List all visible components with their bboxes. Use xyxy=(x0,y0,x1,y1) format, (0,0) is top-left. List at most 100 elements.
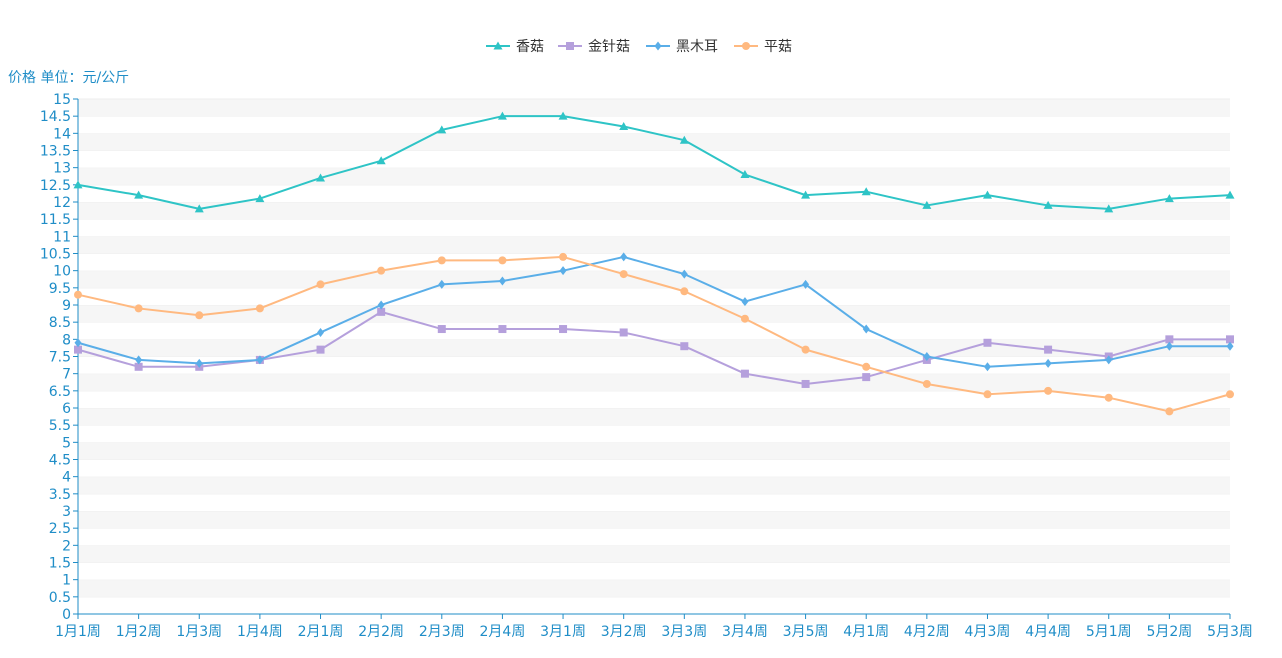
data-point[interactable] xyxy=(801,379,810,388)
data-point[interactable] xyxy=(1226,335,1234,344)
data-point[interactable] xyxy=(376,156,386,165)
data-point[interactable] xyxy=(74,345,82,354)
data-point[interactable] xyxy=(862,362,871,371)
data-point[interactable] xyxy=(497,111,507,120)
data-point[interactable] xyxy=(802,279,810,289)
data-point[interactable] xyxy=(1226,390,1234,399)
data-point[interactable] xyxy=(74,338,82,348)
data-point[interactable] xyxy=(377,266,386,275)
data-point[interactable] xyxy=(134,190,144,199)
legend-marker[interactable] xyxy=(742,42,750,50)
data-point[interactable] xyxy=(619,270,628,279)
grid-band xyxy=(78,442,1230,460)
data-point[interactable] xyxy=(1105,355,1113,365)
data-point[interactable] xyxy=(317,327,325,337)
data-point[interactable] xyxy=(316,345,325,354)
data-point[interactable] xyxy=(498,256,507,265)
data-point[interactable] xyxy=(862,373,871,382)
grid-band xyxy=(78,99,1230,117)
y-tick-label: 1.5 xyxy=(49,556,71,572)
data-point[interactable] xyxy=(862,324,870,334)
data-point[interactable] xyxy=(620,252,628,262)
legend-marker[interactable] xyxy=(654,41,662,51)
data-point[interactable] xyxy=(982,190,992,199)
data-point[interactable] xyxy=(559,266,567,276)
data-point[interactable] xyxy=(740,369,749,378)
x-tick-label: 3月1周 xyxy=(540,624,586,640)
data-point[interactable] xyxy=(679,135,689,144)
data-point[interactable] xyxy=(194,204,204,213)
data-point[interactable] xyxy=(740,314,749,323)
legend-marker[interactable] xyxy=(493,41,503,50)
data-point[interactable] xyxy=(135,355,143,365)
series-group xyxy=(73,111,1235,416)
data-point[interactable] xyxy=(558,111,568,120)
data-point[interactable] xyxy=(437,325,446,334)
data-point[interactable] xyxy=(801,190,811,199)
data-point[interactable] xyxy=(498,325,507,334)
data-point[interactable] xyxy=(983,390,992,399)
data-point[interactable] xyxy=(741,297,749,307)
data-point[interactable] xyxy=(1044,345,1053,354)
grid-band xyxy=(78,596,1230,614)
data-point[interactable] xyxy=(1165,335,1174,344)
data-point[interactable] xyxy=(1104,204,1114,213)
data-point[interactable] xyxy=(437,256,446,265)
data-point[interactable] xyxy=(680,269,688,279)
data-point[interactable] xyxy=(1044,386,1053,395)
series-3 xyxy=(74,252,1234,416)
data-point[interactable] xyxy=(1225,190,1235,199)
data-point[interactable] xyxy=(498,276,506,286)
data-point[interactable] xyxy=(437,125,447,134)
data-point[interactable] xyxy=(983,362,991,372)
legend[interactable]: 香菇 金针菇 黑木耳 平菇 xyxy=(486,39,792,55)
data-point[interactable] xyxy=(740,170,750,179)
data-point[interactable] xyxy=(680,287,689,296)
data-point[interactable] xyxy=(559,252,568,261)
data-point[interactable] xyxy=(74,290,82,299)
data-point[interactable] xyxy=(922,200,932,209)
series-line xyxy=(77,115,1231,210)
data-point[interactable] xyxy=(255,304,264,313)
data-point[interactable] xyxy=(559,325,568,334)
y-tick-label: 4 xyxy=(62,470,71,486)
data-point[interactable] xyxy=(1043,200,1053,209)
data-point[interactable] xyxy=(680,342,689,351)
data-point[interactable] xyxy=(922,379,931,388)
data-point[interactable] xyxy=(377,300,385,310)
data-point[interactable] xyxy=(195,311,204,320)
data-point[interactable] xyxy=(1165,407,1174,416)
data-point[interactable] xyxy=(377,307,386,316)
grid-band xyxy=(78,425,1230,443)
data-point[interactable] xyxy=(134,304,143,313)
legend-marker[interactable] xyxy=(566,42,574,50)
legend-item[interactable]: 香菇 xyxy=(486,39,544,55)
data-point[interactable] xyxy=(73,180,83,189)
y-tick-label: 12.5 xyxy=(40,178,71,194)
data-point[interactable] xyxy=(316,280,325,289)
data-point[interactable] xyxy=(1044,358,1052,368)
data-point[interactable] xyxy=(1164,194,1174,203)
legend-item[interactable]: 金针菇 xyxy=(558,39,630,55)
data-point[interactable] xyxy=(134,362,143,371)
data-point[interactable] xyxy=(983,338,992,347)
data-point[interactable] xyxy=(1165,341,1173,351)
data-point[interactable] xyxy=(1104,393,1113,402)
data-point[interactable] xyxy=(619,121,629,130)
data-point[interactable] xyxy=(255,194,265,203)
data-point[interactable] xyxy=(619,328,628,337)
data-point[interactable] xyxy=(316,173,326,182)
y-tick-label: 11 xyxy=(53,229,71,245)
x-tick-label: 1月4周 xyxy=(237,624,283,640)
data-point[interactable] xyxy=(195,358,203,368)
data-point[interactable] xyxy=(923,352,931,361)
data-point[interactable] xyxy=(861,187,871,196)
legend-item[interactable]: 平菇 xyxy=(734,39,792,55)
series-line xyxy=(77,255,1231,413)
data-point[interactable] xyxy=(801,345,810,354)
data-point[interactable] xyxy=(1226,341,1234,351)
legend-item[interactable]: 黑木耳 xyxy=(646,39,718,55)
data-point[interactable] xyxy=(256,355,264,365)
y-tick-label: 12 xyxy=(53,195,71,211)
data-point[interactable] xyxy=(438,279,446,289)
